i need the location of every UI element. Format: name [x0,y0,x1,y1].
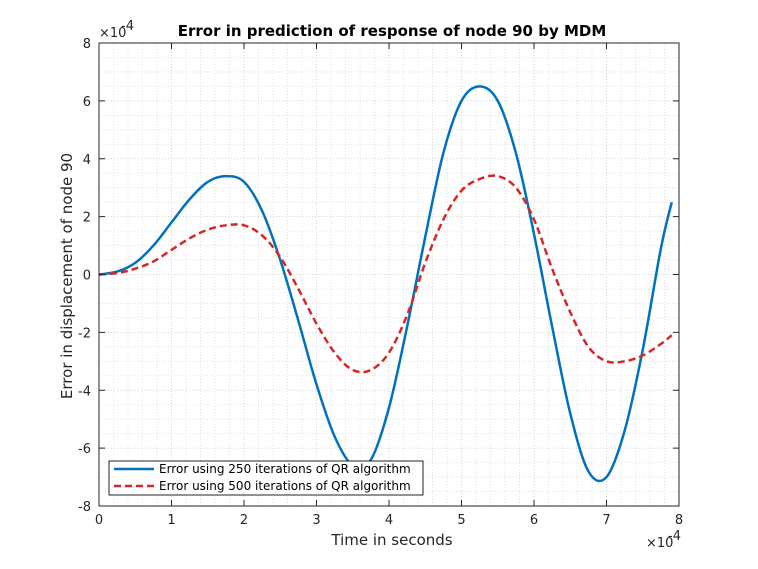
x-axis-ticks: 0 1 2 3 4 5 6 7 8 [95,43,683,528]
y-axis-label: Error in displacement of node 90 [58,153,76,399]
y-tick-label: -6 [78,442,91,457]
x-axis-label: Time in seconds [330,531,452,549]
y-tick-label: 0 [83,269,91,284]
y-tick-label: -8 [78,500,91,515]
y-tick-label: -4 [78,384,91,399]
x-tick-label: 7 [602,513,610,528]
legend: Error using 250 iterations of QR algorit… [108,460,424,496]
series-line-250-iterations [98,85,673,483]
legend-label-250: Error using 250 iterations of QR algorit… [159,462,411,476]
y-exponent-label: ×10 -4 [99,19,134,41]
legend-box [108,460,424,496]
y-tick-label: 6 [83,95,91,110]
legend-label-500: Error using 500 iterations of QR algorit… [159,479,411,493]
x-tick-label: 3 [312,513,320,528]
x-tick-label: 2 [240,513,248,528]
y-tick-label: 2 [83,211,91,226]
x-tick-label: 5 [457,513,465,528]
x-tick-label: 6 [530,513,538,528]
y-tick-label: -2 [78,326,91,341]
y-tick-label: 8 [83,37,91,52]
x-tick-label: 1 [167,513,175,528]
series-line-500-iterations [98,174,673,374]
chart-title: Error in prediction of response of node … [178,22,607,40]
series-layer [98,85,673,483]
x-tick-label: 4 [385,513,393,528]
x-tick-label: 0 [95,513,103,528]
x-exponent-power: -4 [668,529,681,544]
y-tick-label: 4 [83,153,91,168]
y-exponent-base: ×10 [99,26,126,41]
x-exponent-base: ×10 [646,536,673,551]
x-exponent-label: ×10 -4 [646,529,681,551]
y-exponent-power: -4 [121,19,134,34]
x-tick-label: 8 [675,513,683,528]
y-axis-ticks: -8 -6 -4 -2 0 2 4 6 8 [78,37,679,515]
